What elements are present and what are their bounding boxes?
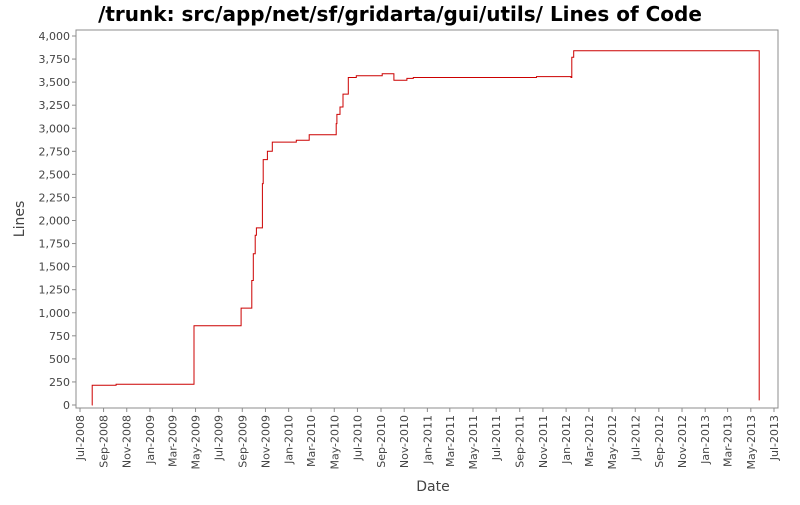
x-tick-label: Jan-2009 <box>144 415 157 465</box>
series-layer <box>91 50 760 406</box>
x-tick-label: Jul-2012 <box>629 415 642 461</box>
x-tick-label: Jul-2011 <box>490 415 503 461</box>
x-tick-label: Jul-2010 <box>351 415 364 461</box>
y-tick-label: 250 <box>49 376 70 389</box>
y-tick-label: 3,000 <box>39 122 71 135</box>
plot-area <box>75 29 779 409</box>
x-tick-label: May-2009 <box>190 415 203 470</box>
x-tick-label: Mar-2012 <box>583 415 596 467</box>
y-tick-label: 3,250 <box>39 99 71 112</box>
y-tick-label: 1,000 <box>39 307 71 320</box>
x-tick-label: Sep-2012 <box>653 415 666 468</box>
y-tick-label: 2,500 <box>39 168 71 181</box>
x-tick-label: Jan-2012 <box>560 415 573 465</box>
x-tick-label: Nov-2009 <box>259 415 272 468</box>
x-tick-label: Sep-2011 <box>514 415 527 468</box>
x-tick-label: Jan-2013 <box>699 415 712 465</box>
y-tick-label: 750 <box>49 330 70 343</box>
series-line <box>91 50 760 406</box>
x-tick-label: Nov-2012 <box>676 415 689 468</box>
x-tick-label: Jul-2009 <box>213 415 226 461</box>
y-tick-label: 2,000 <box>39 215 71 228</box>
x-tick-label: Sep-2009 <box>236 415 249 468</box>
x-tick-label: Sep-2010 <box>375 415 388 468</box>
x-tick-label: Mar-2011 <box>444 415 457 467</box>
x-tick-label: May-2011 <box>467 415 480 470</box>
x-tick-label: Jul-2008 <box>74 415 87 461</box>
x-tick-label: May-2012 <box>606 415 619 470</box>
y-axis: 0 250 500 750 1,000 1,250 1,500 1,750 2,000 2,250… <box>39 30 76 412</box>
x-tick-label: Nov-2010 <box>398 415 411 468</box>
y-tick-label: 1,500 <box>39 261 71 274</box>
y-tick-label: 1,250 <box>39 284 71 297</box>
y-tick-label: 1,750 <box>39 238 71 251</box>
x-tick-label: Mar-2009 <box>166 415 179 467</box>
y-tick-label: 500 <box>49 353 70 366</box>
y-tick-label: 2,750 <box>39 145 71 158</box>
y-tick-label: 3,750 <box>39 53 71 66</box>
x-tick-label: Mar-2010 <box>305 415 318 467</box>
x-tick-label: Jan-2011 <box>421 415 434 465</box>
y-axis-label: Lines <box>12 201 28 237</box>
x-tick-label: Jan-2010 <box>283 415 296 465</box>
x-axis-label: Date <box>416 479 449 495</box>
x-tick-label: May-2010 <box>328 415 341 470</box>
y-tick-label: 2,250 <box>39 191 71 204</box>
x-axis: Jul-2008 Sep-2008 Nov-2008 Jan-2009 Mar-2009… <box>74 408 781 470</box>
y-tick-label: 0 <box>63 399 70 412</box>
chart-title: /trunk: src/app/net/sf/gridarta/gui/util… <box>98 2 702 26</box>
x-tick-label: May-2013 <box>745 415 758 470</box>
x-tick-label: Nov-2008 <box>121 415 134 468</box>
x-tick-label: Jul-2013 <box>768 415 781 461</box>
x-tick-label: Sep-2008 <box>98 415 111 468</box>
y-tick-label: 4,000 <box>39 30 71 43</box>
y-tick-label: 3,500 <box>39 76 71 89</box>
x-tick-label: Mar-2013 <box>722 415 735 467</box>
x-tick-label: Nov-2011 <box>537 415 550 468</box>
